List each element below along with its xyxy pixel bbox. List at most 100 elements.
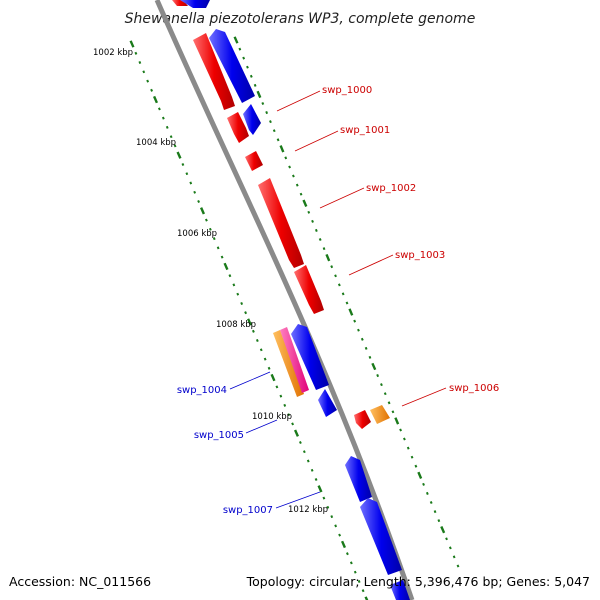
ruler-label-1008: 1008 kbp: [216, 320, 256, 330]
ruler-tick: [288, 165, 292, 169]
ruler-tick: [380, 383, 383, 387]
gene-feature[interactable]: [354, 410, 371, 429]
ruler-tick: [216, 246, 220, 250]
ruler-tick: [345, 301, 349, 305]
gene-feature[interactable]: [193, 33, 235, 110]
gene-label-swp-1006[interactable]: swp_1006: [449, 383, 499, 394]
gene-label-swp-1002[interactable]: swp_1002: [366, 183, 416, 194]
ruler-tick: [283, 403, 287, 407]
gene-leader-lines: [229, 90, 447, 509]
ruler-tick: [440, 526, 446, 534]
ruler-tick: [410, 455, 414, 459]
ruler-tick: [253, 83, 257, 87]
ruler-tick: [322, 247, 326, 251]
gene-feature[interactable]: [245, 151, 263, 171]
ruler-tick: [176, 151, 182, 159]
ruler-label-1010: 1010 kbp: [252, 412, 292, 422]
gene-feature[interactable]: [258, 178, 304, 268]
leader-line: [348, 254, 394, 276]
gene-feature[interactable]: [180, 0, 210, 8]
ruler-tick: [452, 555, 456, 559]
ruler-tick: [291, 422, 295, 426]
gene-feature[interactable]: [227, 112, 249, 143]
ruler-tick: [193, 190, 197, 194]
ruler-tick: [345, 552, 349, 556]
ruler-tick: [228, 274, 232, 278]
ruler-tick: [298, 440, 302, 445]
gene-label-swp-1003[interactable]: swp_1003: [395, 250, 445, 261]
ruler-label-1006: 1006 kbp: [177, 229, 217, 239]
ruler-tick: [306, 459, 310, 463]
gene-feature[interactable]: [209, 29, 255, 103]
ruler-tick: [314, 228, 318, 232]
gene-feature[interactable]: [280, 327, 309, 393]
ruler-tick: [406, 446, 410, 450]
ruler-label-1002: 1002 kbp: [93, 48, 133, 58]
ruler-tick: [364, 596, 369, 600]
ruler-tick: [223, 262, 229, 271]
ruler-tick: [284, 156, 288, 160]
gene-feature[interactable]: [345, 456, 372, 502]
ruler-tick: [261, 101, 265, 106]
ruler-tick: [330, 265, 334, 269]
gene-label-swp-1005[interactable]: swp_1005: [194, 430, 244, 441]
ruler-tick: [302, 199, 308, 207]
ruler-tick: [276, 138, 280, 142]
gene-labels: swp_1000 swp_1001 swp_1002 swp_1003 swp_…: [177, 85, 499, 516]
ruler-tick: [270, 373, 276, 382]
ruler-tick: [272, 129, 276, 133]
ruler-tick: [240, 302, 244, 305]
ruler-tick: [238, 47, 242, 51]
ruler-tick: [246, 65, 249, 69]
ruler-tick: [311, 219, 314, 223]
ruler-tick: [364, 346, 368, 350]
leader-line: [401, 387, 447, 407]
ruler-tick: [142, 70, 146, 74]
ruler-tick: [259, 348, 263, 352]
gene-feature[interactable]: [360, 498, 402, 575]
leader-line: [294, 130, 339, 152]
gene-label-swp-1004[interactable]: swp_1004: [177, 385, 227, 396]
ruler-label-1012: 1012 kbp: [288, 505, 328, 515]
ruler-tick: [341, 292, 345, 296]
ruler-tick: [448, 546, 452, 550]
ruler-tick: [371, 362, 377, 371]
gene-label-swp-1000[interactable]: swp_1000: [322, 85, 372, 96]
ruler-tick: [291, 174, 295, 178]
leader-line: [229, 371, 271, 390]
ruler-tick: [429, 500, 433, 505]
ruler-tick: [185, 172, 189, 176]
ruler-tick: [302, 450, 306, 454]
ruler-tick: [242, 56, 246, 60]
gene-label-swp-1007[interactable]: swp_1007: [223, 505, 273, 516]
ruler-tick: [267, 366, 271, 370]
ruler-tick: [204, 218, 208, 222]
gene-feature[interactable]: [390, 580, 410, 600]
ruler-tick: [422, 482, 425, 486]
gene-feature[interactable]: [273, 330, 304, 397]
ruler-tick: [153, 95, 158, 104]
gene-feature[interactable]: [370, 405, 390, 424]
ruler-tick: [334, 274, 337, 278]
ruler-tick: [295, 183, 299, 187]
ruler-tick: [197, 199, 201, 204]
ruler-tick: [200, 207, 205, 215]
ruler-tick: [150, 88, 154, 92]
ruler-tick: [233, 36, 239, 44]
ruler-tick: [326, 505, 330, 509]
gene-feature[interactable]: [291, 324, 329, 390]
gene-feature[interactable]: [294, 265, 324, 314]
ruler-tick: [357, 328, 360, 332]
ruler-tick: [294, 429, 299, 437]
ruler-tick: [349, 561, 353, 565]
ruler-tick: [134, 51, 138, 55]
gene-feature[interactable]: [243, 104, 261, 135]
gene-label-swp-1001[interactable]: swp_1001: [340, 125, 390, 136]
ruler-tick: [433, 510, 437, 514]
gene-feature[interactable]: [318, 389, 337, 417]
ruler-tick: [299, 192, 303, 196]
ruler-label-1004: 1004 kbp: [136, 138, 176, 148]
ruler-tick: [338, 533, 342, 537]
ruler-tick: [387, 401, 391, 405]
